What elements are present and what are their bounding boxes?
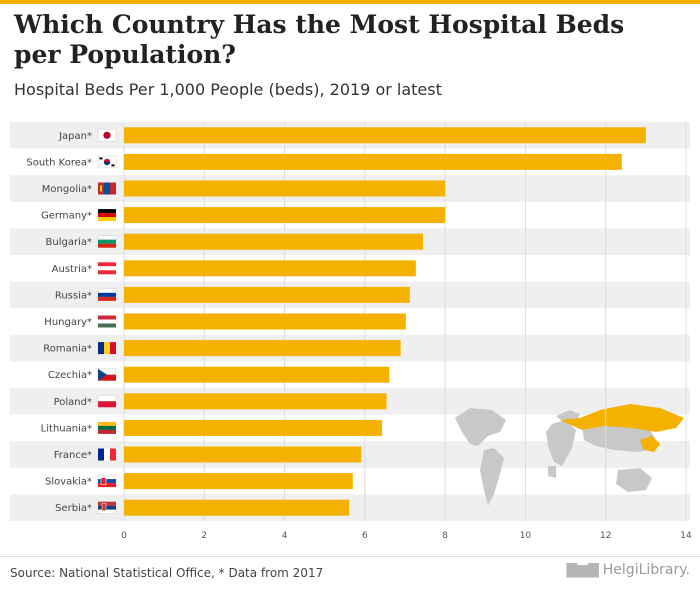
map-landmass — [582, 422, 660, 452]
map-landmass — [640, 436, 660, 452]
map-landmass — [616, 468, 652, 492]
bar[interactable] — [124, 286, 410, 303]
world-map-icon — [455, 404, 684, 506]
south-korea-flag-icon — [97, 155, 117, 169]
x-tick-label: 12 — [600, 531, 611, 541]
map-landmass — [546, 420, 576, 466]
bar[interactable] — [124, 260, 416, 277]
bar[interactable] — [124, 127, 646, 144]
x-tick-label: 4 — [282, 531, 288, 541]
bar[interactable] — [124, 393, 387, 410]
bar[interactable] — [124, 473, 353, 490]
flag-icons — [97, 129, 117, 514]
category-label: Bulgaria* — [46, 237, 92, 248]
bar[interactable] — [124, 233, 424, 250]
category-label: Poland* — [54, 397, 92, 408]
x-axis-ticks: 0 2 4 6 8 10 12 14 — [121, 531, 692, 541]
category-label: Austria* — [52, 264, 92, 275]
germany-flag-icon — [98, 209, 116, 222]
category-label: Lithuania* — [41, 423, 92, 434]
map-landmass — [560, 404, 684, 432]
category-label: Hungary* — [44, 317, 92, 328]
slovakia-flag-icon — [97, 474, 117, 488]
top-accent-rule — [0, 0, 700, 4]
x-tick-label: 6 — [362, 531, 368, 541]
bar[interactable] — [124, 366, 390, 383]
category-label: South Korea* — [26, 157, 92, 168]
category-label: Mongolia* — [42, 184, 92, 195]
lithuania-flag-icon — [98, 421, 116, 434]
japan-flag-icon — [97, 129, 117, 142]
romania-flag-icon — [98, 342, 116, 355]
category-label: Czechia* — [48, 370, 92, 381]
category-labels: Japan* South Korea* Mongolia* Germany* Bulga… — [26, 131, 92, 514]
bar[interactable] — [124, 446, 362, 463]
x-tick-label: 14 — [680, 531, 692, 541]
map-landmass — [480, 448, 504, 506]
russia-flag-icon — [97, 288, 117, 301]
bar-chart: Japan* South Korea* Mongolia* Germany* Bulga… — [10, 122, 692, 541]
czechia-flag-icon — [97, 368, 117, 381]
footer-rule — [0, 556, 700, 557]
helgilibrary-logo[interactable]: ▇▆▇ HelgiLibrary. — [566, 562, 690, 578]
bar[interactable] — [124, 207, 446, 224]
austria-flag-icon — [98, 262, 116, 275]
bar[interactable] — [124, 153, 622, 170]
category-label: France* — [54, 450, 92, 461]
bar[interactable] — [124, 313, 406, 330]
logo-text: HelgiLibrary. — [602, 562, 690, 578]
category-label: Russia* — [55, 290, 92, 301]
category-label: Germany* — [41, 211, 92, 222]
bar[interactable] — [124, 499, 350, 516]
mongolia-flag-icon — [98, 182, 116, 195]
bar[interactable] — [124, 180, 446, 197]
row-band — [10, 494, 690, 521]
bar[interactable] — [124, 340, 401, 357]
category-label: Romania* — [43, 344, 92, 355]
x-tick-label: 10 — [520, 531, 532, 541]
category-label: Japan* — [58, 131, 92, 142]
map-landmass — [455, 408, 506, 446]
serbia-flag-icon — [97, 501, 117, 514]
bars — [124, 127, 646, 516]
bulgaria-flag-icon — [97, 235, 117, 248]
category-label: Serbia* — [55, 503, 92, 514]
chart-subtitle: Hospital Beds Per 1,000 People (beds), 2… — [14, 80, 442, 99]
poland-flag-icon — [97, 395, 117, 408]
x-tick-label: 0 — [121, 531, 127, 541]
x-tick-label: 8 — [442, 531, 448, 541]
france-flag-icon — [98, 448, 116, 461]
x-tick-label: 2 — [201, 531, 207, 541]
library-logo-icon: ▇▆▇ — [566, 562, 599, 578]
hungary-flag-icon — [98, 315, 116, 328]
map-landmass — [548, 466, 556, 478]
source-note: Source: National Statistical Office, * D… — [10, 566, 324, 580]
chart-title: Which Country Has the Most Hospital Beds… — [14, 10, 625, 69]
bar[interactable] — [124, 419, 383, 436]
category-label: Slovakia* — [45, 477, 92, 488]
